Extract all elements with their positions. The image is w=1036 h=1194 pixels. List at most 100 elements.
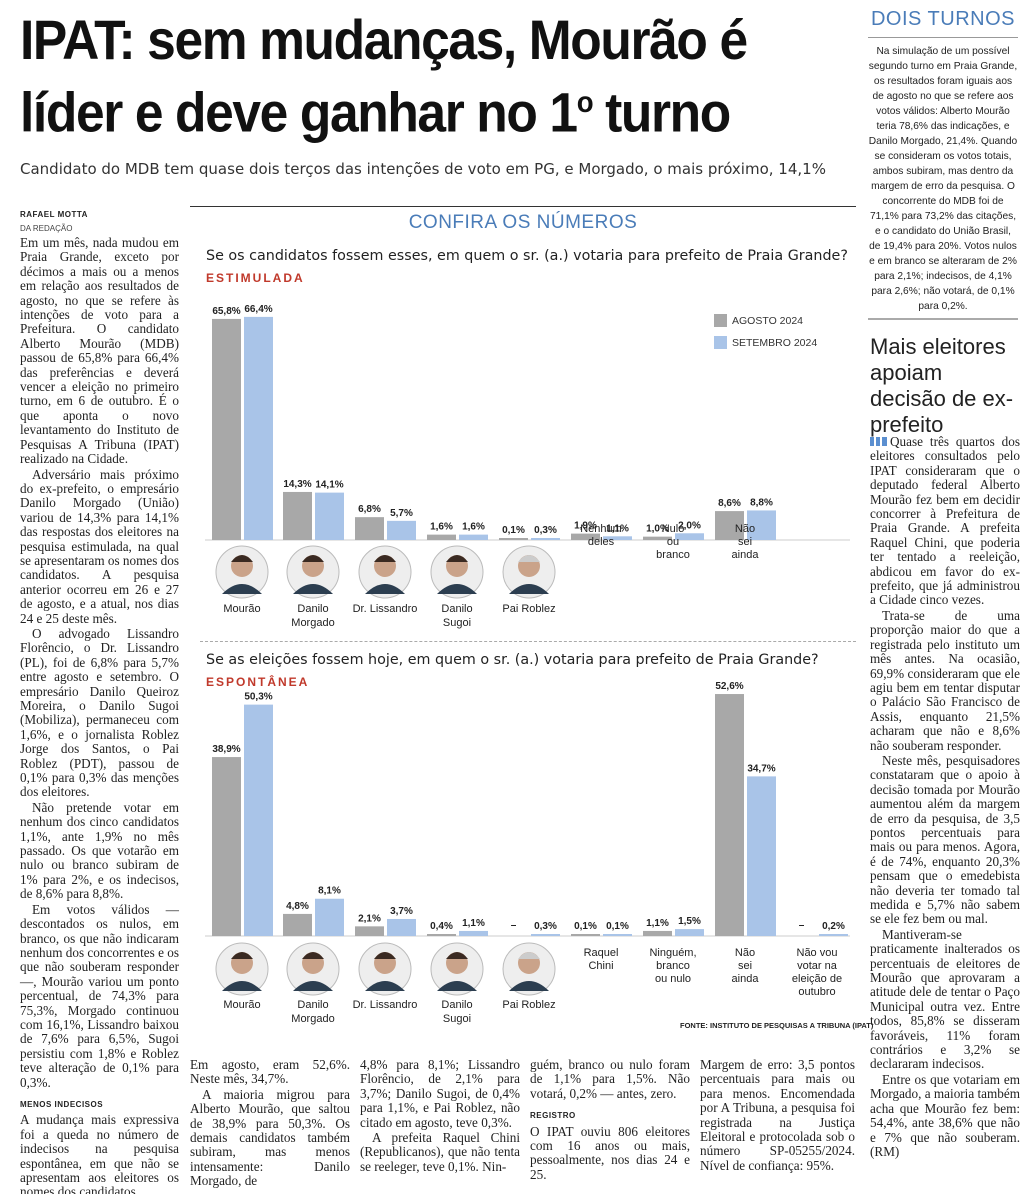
sidebar-article: Quase três quartos dos eleitores consult… bbox=[870, 434, 1020, 1160]
article-column-2: Em agosto, eram 52,6%. Neste mês, 34,7%.… bbox=[190, 1057, 350, 1190]
paragraph: Entre os que votariam em Morgado, a maio… bbox=[870, 1071, 1020, 1159]
category-label: Não vou bbox=[797, 947, 838, 959]
bar bbox=[427, 534, 456, 540]
bar-value-label: 0,1% bbox=[502, 525, 525, 536]
legend-item-setembro: SETEMBRO 2024 bbox=[714, 336, 817, 349]
candidate-hair bbox=[302, 952, 324, 959]
category-label: Morgado bbox=[291, 1013, 334, 1025]
bar-value-label: 8,1% bbox=[318, 886, 341, 897]
sidebar-headline: Mais eleitores apoiam decisão de ex-pref… bbox=[870, 334, 1014, 437]
bar-value-label: – bbox=[799, 920, 805, 931]
bar bbox=[571, 533, 600, 540]
chart-top-rule bbox=[190, 206, 856, 207]
bar bbox=[355, 517, 384, 540]
bar bbox=[603, 934, 632, 936]
headline-line-2-text: líder e deve ganhar no 1 bbox=[20, 80, 578, 144]
paragraph: Em agosto, eram 52,6%. Neste mês, 34,7%. bbox=[190, 1057, 350, 1087]
sidebar-box-text: Na simulação de um possível segundo turn… bbox=[868, 46, 1018, 312]
bar-value-label: 0,3% bbox=[534, 525, 557, 536]
article-column-5: Margem de erro: 3,5 pontos percentuais p… bbox=[700, 1057, 855, 1174]
headline-line-2-end: turno bbox=[592, 80, 731, 144]
category-label: Chini bbox=[588, 960, 613, 972]
candidate-shoulders bbox=[293, 981, 333, 991]
category-label: Danilo bbox=[441, 603, 472, 615]
category-label: Danilo bbox=[297, 999, 328, 1011]
category-label: sei bbox=[738, 536, 752, 548]
chart-divider bbox=[200, 641, 856, 642]
candidate-face bbox=[374, 555, 396, 577]
bar bbox=[715, 694, 744, 936]
paragraph: Trata-se de uma proporção maior do que a… bbox=[870, 607, 1020, 753]
category-label: ou bbox=[667, 536, 679, 548]
candidate-face bbox=[231, 952, 253, 974]
bar-value-label: 34,7% bbox=[747, 763, 775, 774]
bar-value-label: 3,7% bbox=[390, 906, 413, 917]
candidate-shoulders bbox=[437, 981, 477, 991]
article-column-3: 4,8% para 8,1%; Lissandro Florêncio, de … bbox=[360, 1057, 520, 1175]
candidate-shoulders bbox=[437, 584, 477, 594]
paragraph: Neste mês, pesquisadores constataram que… bbox=[870, 752, 1020, 927]
category-label: Pai Roblez bbox=[502, 603, 555, 615]
category-label: Não bbox=[735, 947, 755, 959]
candidate-photo-frame bbox=[358, 942, 412, 996]
candidate-photo-frame bbox=[215, 545, 269, 599]
bar-value-label: 65,8% bbox=[212, 306, 240, 317]
bar-value-label: – bbox=[511, 920, 517, 931]
candidate-face bbox=[231, 555, 253, 577]
bar-value-label: 2,0% bbox=[678, 520, 701, 531]
paragraph: Em um mês, nada mudou em Praia Grande, e… bbox=[20, 235, 179, 467]
bar-value-label: 52,6% bbox=[715, 681, 743, 692]
category-label: Mourão bbox=[223, 999, 260, 1011]
candidate-photo-frame bbox=[286, 942, 340, 996]
candidate-hair bbox=[231, 555, 253, 562]
byline: RAFAEL MOTTA bbox=[20, 210, 88, 219]
bar bbox=[531, 934, 560, 936]
bar-value-label: 1,1% bbox=[462, 918, 485, 929]
candidate-hair bbox=[302, 555, 324, 562]
paragraph: O advogado Lissandro Florêncio, o Dr. Li… bbox=[20, 625, 179, 800]
paragraph: A prefeita Raquel Chini (Republicanos), … bbox=[360, 1130, 520, 1174]
candidate-shoulders bbox=[293, 584, 333, 594]
category-label: ainda bbox=[732, 973, 760, 985]
paragraph: Em votos válidos — descontados os nulos,… bbox=[20, 901, 179, 1090]
paragraph: Margem de erro: 3,5 pontos percentuais p… bbox=[700, 1057, 855, 1173]
candidate-shoulders bbox=[509, 584, 549, 594]
candidate-shoulders bbox=[365, 584, 405, 594]
bar bbox=[675, 929, 704, 936]
category-label: Sugoi bbox=[443, 1013, 471, 1025]
headline-ordinal: o bbox=[576, 86, 594, 119]
paragraph: Mantiveram-se praticamente inalterados o… bbox=[870, 926, 1020, 1072]
bar-value-label: 14,1% bbox=[315, 480, 343, 491]
candidate-face bbox=[446, 952, 468, 974]
candidate-hair bbox=[518, 555, 540, 562]
bar-value-label: 1,6% bbox=[430, 522, 453, 533]
category-label: ou nulo bbox=[655, 973, 691, 985]
candidate-hair bbox=[446, 952, 468, 959]
candidate-shoulders bbox=[222, 584, 262, 594]
bar bbox=[643, 930, 672, 936]
bar bbox=[715, 511, 744, 540]
bar-value-label: 38,9% bbox=[212, 744, 240, 755]
bar bbox=[244, 704, 273, 936]
bar-value-label: 2,1% bbox=[358, 913, 381, 924]
chart-legend: AGOSTO 2024 SETEMBRO 2024 bbox=[714, 314, 817, 358]
category-label: ainda bbox=[732, 549, 760, 561]
bar-value-label: 8,8% bbox=[750, 497, 773, 508]
candidate-photo-frame bbox=[430, 942, 484, 996]
paragraph: 4,8% para 8,1%; Lissandro Florêncio, de … bbox=[360, 1057, 520, 1130]
section-label-menos-indecisos: MENOS INDECISOS bbox=[20, 1099, 104, 1109]
bar bbox=[315, 492, 344, 540]
sidebar-title: DOIS TURNOS bbox=[870, 8, 1016, 30]
legend-label-agosto: AGOSTO 2024 bbox=[732, 314, 804, 327]
category-label: Não bbox=[735, 523, 755, 535]
candidate-hair bbox=[374, 952, 396, 959]
category-label: Dr. Lissandro bbox=[353, 603, 418, 615]
bar bbox=[315, 898, 344, 936]
category-label: deles bbox=[588, 536, 615, 548]
chart-2-question: Se as eleições fossem hoje, em quem o sr… bbox=[206, 652, 819, 668]
category-label: Nulo bbox=[662, 523, 685, 535]
bar-value-label: 0,1% bbox=[606, 921, 629, 932]
category-label: Dr. Lissandro bbox=[353, 999, 418, 1011]
bar bbox=[212, 757, 241, 936]
candidate-face bbox=[446, 555, 468, 577]
